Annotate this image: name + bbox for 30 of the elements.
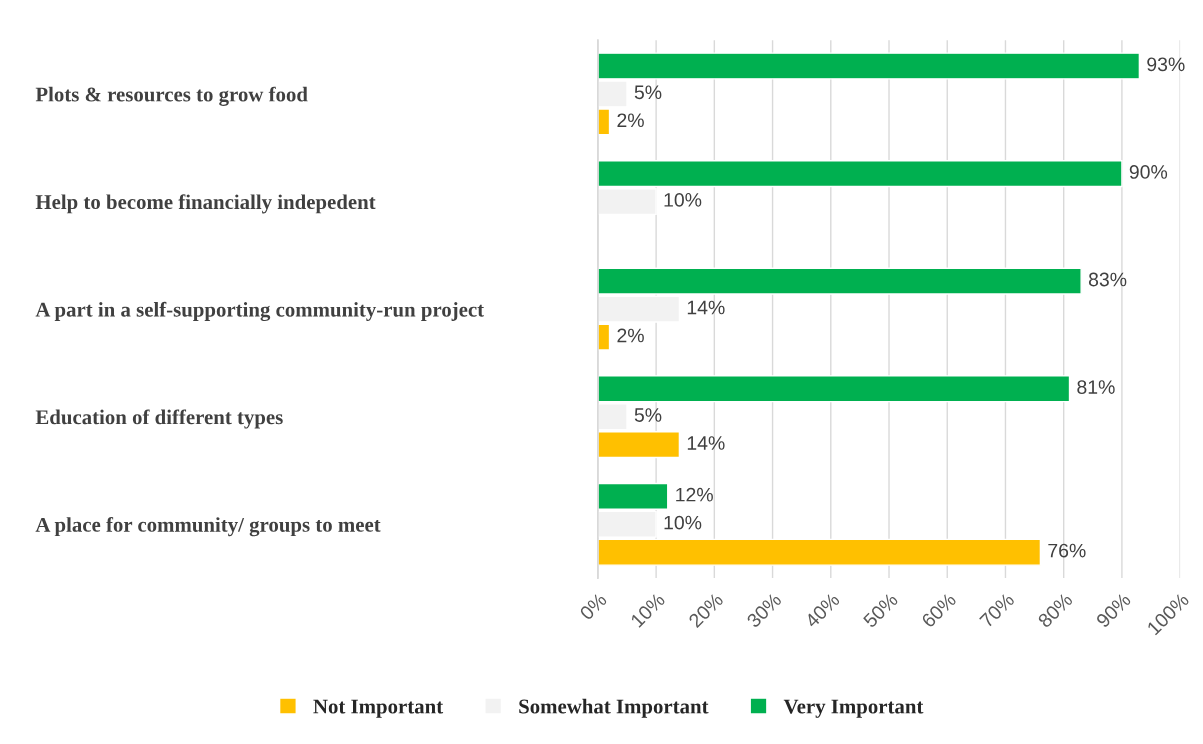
data-label: 12% (676, 487, 713, 502)
y-tick-label: Help to become financially indepedent (35, 194, 376, 214)
data-label: 81% (1077, 380, 1115, 394)
data-label: 2% (617, 113, 644, 128)
data-label: 14% (687, 300, 725, 315)
x-tick-label: 60% (920, 592, 957, 629)
x-tick-label: 90% (1095, 592, 1132, 629)
data-label: 14% (687, 436, 725, 450)
data-label: 10% (664, 515, 702, 530)
data-label: 5% (634, 85, 662, 100)
x-tick-label: 30% (745, 592, 783, 629)
data-label: 76% (1048, 543, 1086, 558)
y-tick-label: Plots & resources to grow food (35, 86, 308, 106)
legend-label: Very Important (783, 699, 924, 718)
data-label: 83% (1088, 272, 1127, 287)
y-tick-label: A place for community/ groups to meet (35, 516, 381, 537)
data-label: 90% (1129, 165, 1168, 179)
x-tick-label: 40% (803, 592, 841, 629)
y-tick-label: A part in a self-supporting community-run project (35, 301, 484, 322)
x-tick-label: 0% (578, 592, 608, 621)
x-tick-label: 70% (979, 592, 1016, 629)
data-label: 2% (617, 328, 644, 343)
x-tick-label: 50% (862, 592, 899, 629)
legend-label: Somewhat Important (519, 698, 709, 718)
data-label: 10% (664, 193, 702, 207)
data-label: 5% (634, 408, 662, 422)
legend-label: Not Important (313, 699, 444, 718)
y-tick-label: Education of different types (35, 409, 283, 429)
x-tick-label: 80% (1037, 592, 1074, 629)
data-label: 93% (1147, 57, 1185, 72)
